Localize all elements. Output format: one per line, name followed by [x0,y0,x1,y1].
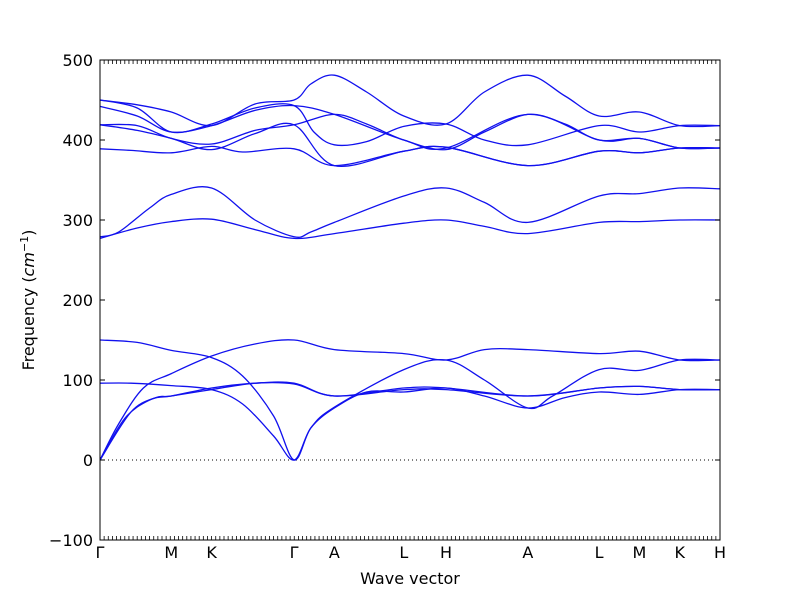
x-tick-label: A [522,543,533,562]
band-line-6 [99,218,721,240]
y-axis-label-unit-exp: −1 [18,236,31,252]
band-line-5 [99,339,721,461]
y-axis-ticks: 500 400 300 200 100 0 −100 [49,51,720,550]
y-axis-label-open-paren: ( [19,276,38,287]
x-tick-label: K [674,543,685,562]
band-line-12 [99,99,721,147]
y-axis-label-text: Frequency [19,288,38,371]
x-tick-label: K [206,543,217,562]
x-tick-label: H [714,543,726,562]
x-tick-label: H [440,543,452,562]
y-axis-label-close-paren: ) [19,230,38,236]
series-group [99,74,721,461]
band-line-4 [99,382,721,461]
plot-frame [99,59,721,541]
y-tick-label: −100 [49,531,93,550]
y-axis-label-unit: cm [19,252,38,276]
y-tick-label: 200 [62,291,93,310]
plot-background [100,60,720,540]
x-tick-label: L [595,543,604,562]
x-tick-label: M [632,543,646,562]
x-tick-label: A [329,543,340,562]
y-tick-label: 100 [62,371,93,390]
x-tick-label: Γ [290,543,299,562]
y-tick-label: 0 [83,451,93,470]
y-axis-label: Frequency (cm−1) [18,230,39,371]
x-tick-label: L [399,543,408,562]
band-line-3 [99,381,721,461]
x-tick-label: M [164,543,178,562]
y-tick-label: 400 [62,131,93,150]
x-axis-label: Wave vector [360,569,460,588]
band-line-7 [99,186,721,238]
band-line-13 [99,113,721,151]
y-tick-label: 300 [62,211,93,230]
x-tick-label: Γ [96,543,105,562]
band-line-1 [99,339,721,461]
y-tick-label: 500 [62,51,93,70]
